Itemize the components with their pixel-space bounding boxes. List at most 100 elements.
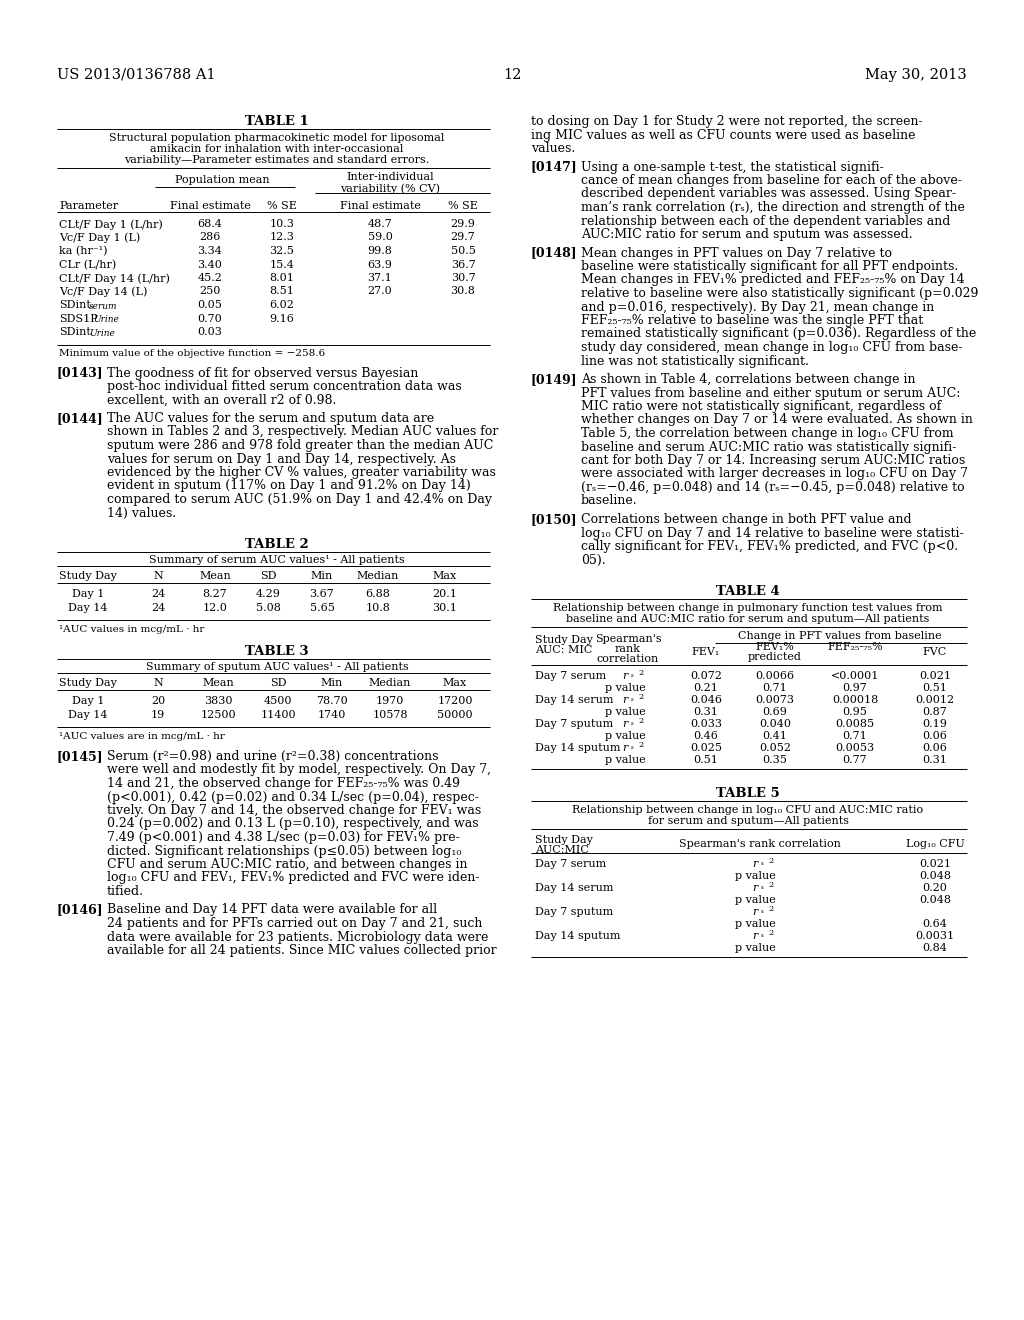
Text: SD: SD xyxy=(269,678,287,688)
Text: 0.19: 0.19 xyxy=(923,719,947,729)
Text: r: r xyxy=(623,671,628,681)
Text: whether changes on Day 7 or 14 were evaluated. As shown in: whether changes on Day 7 or 14 were eval… xyxy=(581,413,973,426)
Text: % SE: % SE xyxy=(267,201,297,211)
Text: TABLE 2: TABLE 2 xyxy=(245,539,309,550)
Text: 2: 2 xyxy=(768,929,773,937)
Text: AUC:MIC: AUC:MIC xyxy=(535,845,589,855)
Text: 20.1: 20.1 xyxy=(432,589,458,599)
Text: The goodness of fit for observed versus Bayesian: The goodness of fit for observed versus … xyxy=(106,367,419,380)
Text: 15.4: 15.4 xyxy=(269,260,295,269)
Text: 1740: 1740 xyxy=(317,710,346,719)
Text: [0147]: [0147] xyxy=(531,161,578,173)
Text: 0.033: 0.033 xyxy=(690,719,722,729)
Text: Minimum value of the objective function = −258.6: Minimum value of the objective function … xyxy=(59,350,326,359)
Text: 2: 2 xyxy=(768,880,773,888)
Text: 6.02: 6.02 xyxy=(269,300,295,310)
Text: 36.7: 36.7 xyxy=(451,260,475,269)
Text: 2: 2 xyxy=(638,669,643,677)
Text: 0.70: 0.70 xyxy=(198,314,222,323)
Text: 0.021: 0.021 xyxy=(919,859,951,869)
Text: 0.0031: 0.0031 xyxy=(915,931,954,941)
Text: ₛ: ₛ xyxy=(761,931,764,939)
Text: 0.20: 0.20 xyxy=(923,883,947,894)
Text: FEV₁: FEV₁ xyxy=(692,647,720,657)
Text: ₛ: ₛ xyxy=(631,696,634,704)
Text: 4500: 4500 xyxy=(264,696,292,706)
Text: 10.3: 10.3 xyxy=(269,219,295,228)
Text: r: r xyxy=(753,931,758,941)
Text: and p=0.016, respectively). By Day 21, mean change in: and p=0.016, respectively). By Day 21, m… xyxy=(581,301,934,314)
Text: May 30, 2013: May 30, 2013 xyxy=(865,69,967,82)
Text: baseline and serum AUC:MIC ratio was statistically signifi-: baseline and serum AUC:MIC ratio was sta… xyxy=(581,441,956,454)
Text: 0.87: 0.87 xyxy=(923,708,947,717)
Text: Day 1: Day 1 xyxy=(72,696,104,706)
Text: evident in sputum (117% on Day 1 and 91.2% on Day 14): evident in sputum (117% on Day 1 and 91.… xyxy=(106,479,471,492)
Text: compared to serum AUC (51.9% on Day 1 and 42.4% on Day: compared to serum AUC (51.9% on Day 1 an… xyxy=(106,492,492,506)
Text: Day 7 serum: Day 7 serum xyxy=(535,671,606,681)
Text: 45.2: 45.2 xyxy=(198,273,222,282)
Text: [0145]: [0145] xyxy=(57,750,103,763)
Text: Population mean: Population mean xyxy=(175,176,269,185)
Text: 14 and 21, the observed change for FEF₂₅-₇₅% was 0.49: 14 and 21, the observed change for FEF₂₅… xyxy=(106,777,460,789)
Text: Urine: Urine xyxy=(89,329,115,338)
Text: SD: SD xyxy=(260,572,276,581)
Text: Mean changes in PFT values on Day 7 relative to: Mean changes in PFT values on Day 7 rela… xyxy=(581,247,892,260)
Text: p value: p value xyxy=(734,919,775,929)
Text: log₁₀ CFU on Day 7 and 14 relative to baseline were statisti-: log₁₀ CFU on Day 7 and 14 relative to ba… xyxy=(581,527,964,540)
Text: 2: 2 xyxy=(638,693,643,701)
Text: Table 5, the correlation between change in log₁₀ CFU from: Table 5, the correlation between change … xyxy=(581,426,953,440)
Text: r: r xyxy=(623,743,628,752)
Text: 32.5: 32.5 xyxy=(269,246,295,256)
Text: 2: 2 xyxy=(768,857,773,865)
Text: 99.8: 99.8 xyxy=(368,246,392,256)
Text: [0146]: [0146] xyxy=(57,903,103,916)
Text: Max: Max xyxy=(433,572,457,581)
Text: ₛ: ₛ xyxy=(761,883,764,891)
Text: 4.29: 4.29 xyxy=(256,589,281,599)
Text: The AUC values for the serum and sputum data are: The AUC values for the serum and sputum … xyxy=(106,412,434,425)
Text: FVC: FVC xyxy=(923,647,947,657)
Text: SDS1P: SDS1P xyxy=(59,314,97,323)
Text: remained statistically significant (p=0.036). Regardless of the: remained statistically significant (p=0.… xyxy=(581,327,976,341)
Text: ka (hr⁻¹): ka (hr⁻¹) xyxy=(59,246,108,256)
Text: Day 7 serum: Day 7 serum xyxy=(535,859,606,869)
Text: tified.: tified. xyxy=(106,884,144,898)
Text: TABLE 4: TABLE 4 xyxy=(716,585,780,598)
Text: Mean changes in FEV₁% predicted and FEF₂₅-₇₅% on Day 14: Mean changes in FEV₁% predicted and FEF₂… xyxy=(581,273,965,286)
Text: 0.84: 0.84 xyxy=(923,942,947,953)
Text: 1970: 1970 xyxy=(376,696,404,706)
Text: SDint: SDint xyxy=(59,300,91,310)
Text: [0148]: [0148] xyxy=(531,247,578,260)
Text: 8.51: 8.51 xyxy=(269,286,295,297)
Text: r: r xyxy=(753,883,758,894)
Text: Study Day: Study Day xyxy=(59,572,117,581)
Text: to dosing on Day 1 for Study 2 were not reported, the screen-: to dosing on Day 1 for Study 2 were not … xyxy=(531,115,923,128)
Text: Day 14: Day 14 xyxy=(69,603,108,612)
Text: variability—Parameter estimates and standard errors.: variability—Parameter estimates and stan… xyxy=(124,154,430,165)
Text: p value: p value xyxy=(604,708,645,717)
Text: Log₁₀ CFU: Log₁₀ CFU xyxy=(905,840,965,849)
Text: 68.4: 68.4 xyxy=(198,219,222,228)
Text: PFT values from baseline and either sputum or serum AUC:: PFT values from baseline and either sput… xyxy=(581,387,961,400)
Text: 0.05: 0.05 xyxy=(198,300,222,310)
Text: 0.025: 0.025 xyxy=(690,743,722,752)
Text: Relationship between change in pulmonary function test values from: Relationship between change in pulmonary… xyxy=(553,603,943,612)
Text: 6.88: 6.88 xyxy=(366,589,390,599)
Text: for serum and sputum—All patients: for serum and sputum—All patients xyxy=(647,816,849,826)
Text: Max: Max xyxy=(442,678,467,688)
Text: 8.01: 8.01 xyxy=(269,273,295,282)
Text: 0.69: 0.69 xyxy=(763,708,787,717)
Text: Day 1: Day 1 xyxy=(72,589,104,599)
Text: N: N xyxy=(154,678,163,688)
Text: Serum (r²=0.98) and urine (r²=0.38) concentrations: Serum (r²=0.98) and urine (r²=0.38) conc… xyxy=(106,750,438,763)
Text: 27.0: 27.0 xyxy=(368,286,392,297)
Text: 9.16: 9.16 xyxy=(269,314,295,323)
Text: p value: p value xyxy=(604,731,645,741)
Text: US 2013/0136788 A1: US 2013/0136788 A1 xyxy=(57,69,216,82)
Text: (p<0.001), 0.42 (p=0.02) and 0.34 L/sec (p=0.04), respec-: (p<0.001), 0.42 (p=0.02) and 0.34 L/sec … xyxy=(106,791,479,804)
Text: post-hoc individual fitted serum concentration data was: post-hoc individual fitted serum concent… xyxy=(106,380,462,393)
Text: 3.67: 3.67 xyxy=(309,589,335,599)
Text: [0144]: [0144] xyxy=(57,412,103,425)
Text: <0.0001: <0.0001 xyxy=(830,671,880,681)
Text: Mean: Mean xyxy=(199,572,230,581)
